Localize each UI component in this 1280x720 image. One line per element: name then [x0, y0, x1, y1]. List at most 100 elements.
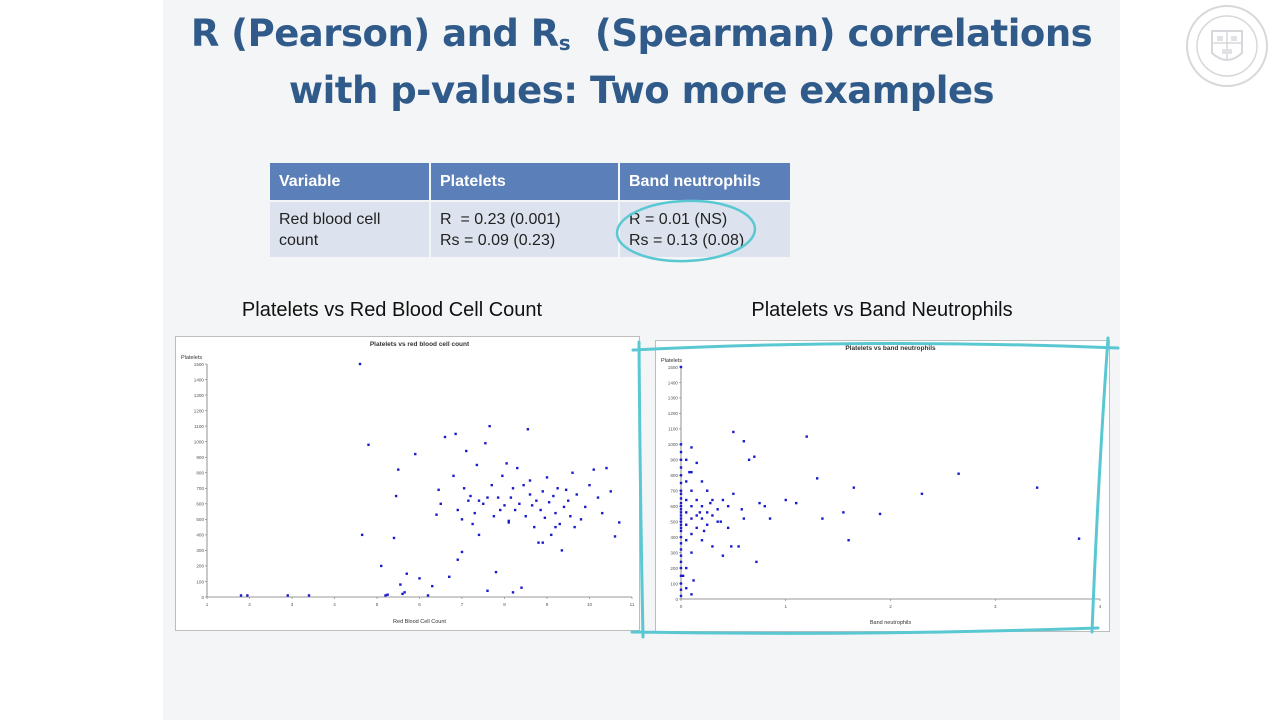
x-axis-label: Red Blood Cell Count	[393, 619, 446, 625]
data-point	[618, 521, 621, 524]
y-tick-label: 1100	[194, 424, 204, 429]
data-point	[679, 517, 683, 520]
data-point	[711, 545, 714, 548]
data-point	[705, 523, 709, 526]
data-point	[842, 511, 845, 514]
data-point	[507, 521, 510, 524]
y-axis-label: Platelets	[661, 358, 682, 364]
data-point	[920, 492, 924, 496]
y-tick-label: 100	[670, 581, 678, 586]
data-point	[957, 472, 960, 475]
data-point	[679, 492, 683, 496]
data-point	[679, 511, 683, 514]
data-point	[592, 468, 595, 471]
data-point	[685, 480, 688, 483]
x-tick-label: 1	[206, 602, 209, 607]
data-point	[685, 566, 688, 570]
title-line-1-suffix: (Spearman) correlations	[570, 12, 1093, 55]
data-point	[505, 462, 508, 465]
cell-text: count	[279, 232, 319, 249]
data-point	[537, 541, 540, 544]
data-point	[815, 477, 819, 480]
data-point	[716, 520, 719, 523]
data-point	[492, 515, 496, 518]
x-tick-label: 9	[546, 602, 549, 607]
data-point	[711, 498, 714, 502]
x-tick-label: 2	[889, 604, 892, 609]
y-tick-label: 1500	[668, 365, 679, 370]
data-point	[490, 483, 493, 487]
header-band-neutrophils: Band neutrophils	[620, 163, 790, 200]
data-point	[784, 498, 787, 502]
scatter-chart-left: Platelets vs red blood cell count Platele…	[175, 336, 640, 631]
y-tick-label: 0	[675, 597, 678, 602]
y-tick-label: 200	[196, 564, 204, 569]
data-point	[705, 511, 709, 514]
data-point	[467, 499, 470, 502]
data-point	[386, 593, 389, 596]
data-point	[439, 502, 442, 505]
data-point	[690, 505, 693, 508]
data-point	[518, 502, 521, 505]
data-point	[742, 440, 746, 443]
plot-title: Platelets vs red blood cell count	[370, 341, 470, 348]
data-point	[690, 517, 693, 520]
y-tick-label: 100	[196, 579, 204, 584]
y-tick-label: 800	[196, 471, 204, 476]
data-point	[679, 505, 683, 508]
y-tick-label: 300	[670, 550, 678, 555]
cell-band-neutrophils: R = 0.01 (NS) Rs = 0.13 (0.08)	[620, 202, 790, 257]
data-point	[488, 424, 491, 428]
data-point	[679, 481, 683, 485]
data-point	[496, 496, 500, 499]
data-point	[679, 535, 683, 539]
data-point	[700, 539, 704, 542]
data-point	[679, 594, 683, 598]
data-point	[679, 508, 683, 511]
data-point	[702, 529, 706, 533]
data-point	[486, 496, 489, 499]
data-point	[679, 501, 683, 505]
data-point	[709, 501, 712, 505]
x-tick-label: 10	[587, 602, 593, 607]
data-point	[507, 519, 510, 523]
data-point	[719, 520, 723, 523]
data-point	[726, 526, 730, 530]
data-point	[367, 443, 370, 446]
data-point	[711, 514, 714, 517]
data-point	[530, 504, 534, 507]
data-point	[431, 584, 434, 588]
data-point	[526, 428, 530, 431]
y-tick-label: 1000	[194, 439, 205, 444]
header-platelets: Platelets	[431, 163, 618, 200]
data-point	[852, 486, 856, 489]
x-tick-label: 0	[680, 604, 683, 609]
data-point	[679, 554, 683, 557]
data-point	[465, 449, 468, 453]
y-tick-label: 700	[670, 489, 678, 494]
data-point	[695, 461, 698, 465]
data-point	[690, 551, 693, 554]
data-point	[477, 499, 481, 502]
data-point	[494, 570, 498, 574]
data-point	[307, 594, 311, 597]
data-point	[1035, 486, 1039, 489]
y-tick-label: 1300	[194, 393, 205, 398]
data-point	[516, 466, 519, 470]
data-point	[462, 487, 466, 490]
data-point	[286, 594, 289, 597]
data-point	[878, 512, 882, 516]
data-point	[454, 432, 457, 436]
y-tick-label: 400	[670, 535, 678, 540]
y-tick-label: 200	[670, 566, 678, 571]
y-tick-label: 600	[670, 504, 678, 509]
chart-heading-right: Platelets vs Band Neutrophils	[751, 299, 1013, 321]
y-tick-label: 400	[196, 533, 204, 538]
data-point	[477, 533, 481, 537]
data-point	[726, 505, 730, 508]
data-point	[679, 566, 683, 570]
data-point	[475, 463, 479, 467]
title-subscript: s	[558, 31, 571, 55]
y-tick-label: 900	[196, 455, 204, 460]
scatter-chart-right: Platelets vs band neutrophils Platelets Ba…	[655, 340, 1110, 632]
